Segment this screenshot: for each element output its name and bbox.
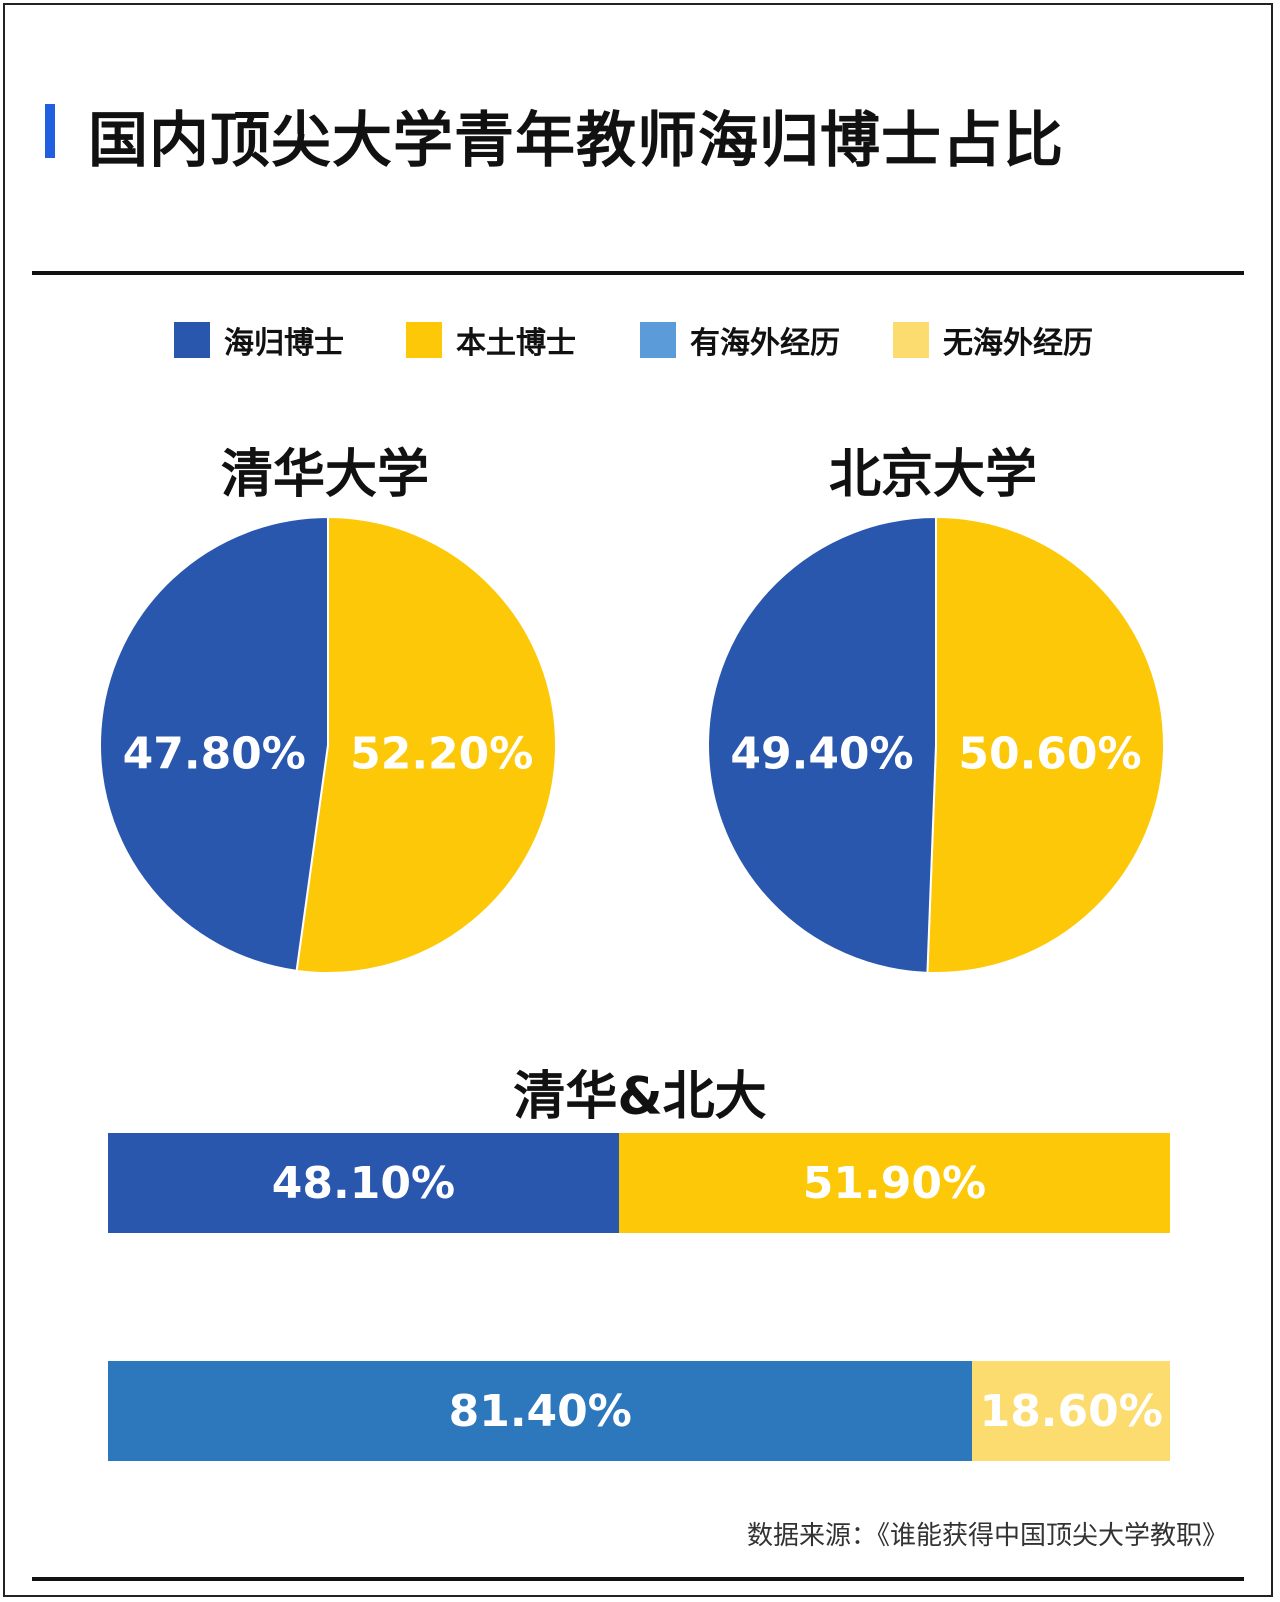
page-title: 国内顶尖大学青年教师海归博士占比: [88, 106, 1064, 176]
pie-slice-1-0: [707, 515, 937, 974]
stacked-bar-overseas: 81.40% 18.60%: [108, 1361, 1170, 1461]
bar-segment-2-0: 48.10%: [108, 1133, 619, 1233]
legend-swatch: [174, 322, 210, 358]
pie-title-pku: 北京大学: [828, 445, 1037, 505]
page-frame: [3, 3, 1273, 1597]
bar-label-3-1: 18.60%: [979, 1385, 1163, 1437]
legend: 海归博士 本土博士 有海外经历 无海外经历: [0, 318, 1280, 362]
pie-slice-1-1: [926, 515, 1165, 974]
title-accent-bar: [45, 104, 55, 158]
pie-label-0-1: 52.20%: [350, 728, 533, 779]
combined-chart-title: 清华&北大: [513, 1067, 767, 1127]
pie-chart-pku: 49.40% 50.60%: [707, 515, 1165, 974]
pie-slice-0-1: [295, 515, 557, 974]
bottom-divider: [32, 1577, 1244, 1581]
bar-label-3-0: 81.40%: [448, 1385, 632, 1437]
bar-label-2-1: 51.90%: [802, 1157, 987, 1209]
bar-label-2-0: 48.10%: [271, 1157, 456, 1209]
legend-label: 无海外经历: [943, 326, 1093, 361]
data-source: 数据来源：《谁能获得中国顶尖大学教职》: [746, 1521, 1228, 1551]
bar-segment-3-0: 81.40%: [108, 1361, 973, 1461]
legend-item-bentu: 本土博士: [406, 318, 576, 362]
legend-label: 本土博士: [456, 326, 576, 361]
legend-swatch: [406, 322, 442, 358]
top-divider: [32, 271, 1244, 275]
legend-swatch: [893, 322, 929, 358]
pie-label-1-1: 50.60%: [958, 728, 1141, 779]
pie-label-0-0: 47.80%: [123, 728, 306, 779]
legend-label: 有海外经历: [690, 326, 840, 361]
legend-item-no-overseas: 无海外经历: [893, 318, 1093, 362]
legend-item-overseas: 有海外经历: [640, 318, 840, 362]
bar-segment-3-1: 18.60%: [972, 1361, 1170, 1461]
pie-chart-tsinghua: 47.80% 52.20%: [99, 515, 557, 974]
bar-segment-2-1: 51.90%: [618, 1133, 1170, 1233]
legend-item-haigui: 海归博士: [174, 318, 344, 362]
stacked-bar-degree: 48.10% 51.90%: [108, 1133, 1170, 1233]
legend-swatch: [640, 322, 676, 358]
pie-title-tsinghua: 清华大学: [220, 445, 429, 505]
legend-label: 海归博士: [224, 326, 344, 361]
pie-slice-0-0: [99, 515, 329, 972]
pie-label-1-0: 49.40%: [730, 728, 913, 779]
